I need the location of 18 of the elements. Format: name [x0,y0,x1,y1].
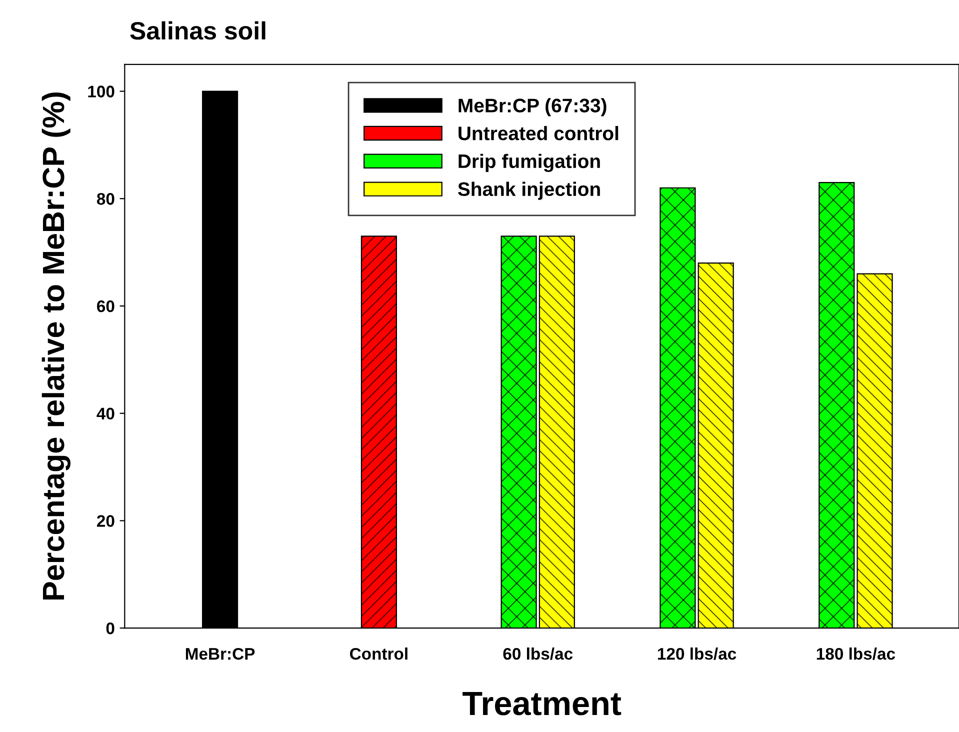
x-tick-label: 180 lbs/ac [816,648,896,660]
legend-label: MeBr:CP (67:33) [458,98,606,116]
y-tick-label: 40 [96,408,114,420]
y-tick-label: 80 [96,193,114,205]
y-axis-title: Percentage relative to MeBr:CP (%) [42,92,70,600]
x-axis-title: Treatment [462,692,622,716]
chart-title: Salinas soil [130,21,266,40]
y-tick-label: 0 [106,622,114,634]
legend-label: Untreated control [458,126,618,140]
legend-label: Drip fumigation [458,154,600,172]
y-tick-label: 100 [88,86,114,98]
y-tick-label: 20 [96,515,114,527]
x-tick-label: MeBr:CP [186,648,255,660]
y-tick-label: 60 [97,300,114,312]
x-tick-label: 120 lbs/ac [658,648,736,660]
x-tick-label: Control [350,648,408,660]
legend-label: Shank injection [458,182,600,200]
x-tick-label: 60 lbs/ac [503,648,573,660]
